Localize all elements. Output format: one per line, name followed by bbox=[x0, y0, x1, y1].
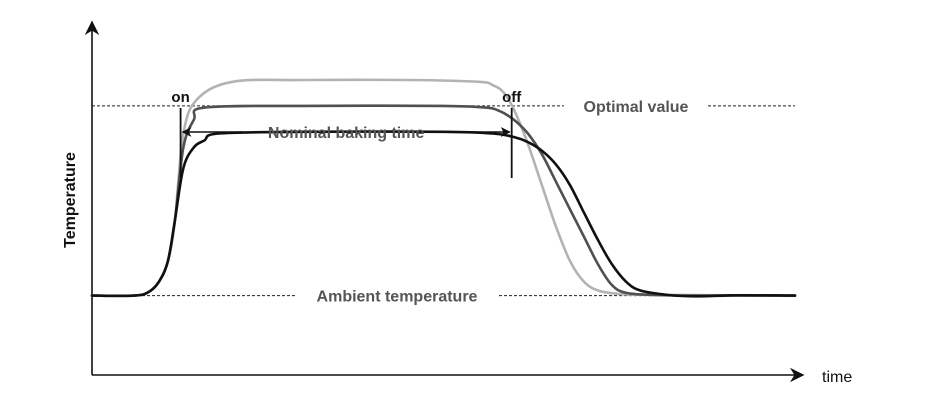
marker-label-on: on bbox=[171, 89, 189, 106]
marker-label-off: off bbox=[502, 89, 522, 106]
x-axis-label: time bbox=[822, 369, 852, 386]
markers-group: on off Nominal baking time bbox=[171, 89, 522, 178]
reference-line-label: Optimal value bbox=[584, 99, 689, 116]
series-line-3 bbox=[90, 130, 797, 298]
series-group bbox=[90, 78, 797, 298]
interval-label: Nominal baking time bbox=[268, 125, 425, 142]
y-axis-label: Temperature bbox=[62, 152, 79, 248]
reference-line-label: Ambient temperature bbox=[317, 289, 478, 306]
series-line-1 bbox=[90, 78, 797, 298]
reference-lines-group: Optimal value Ambient temperature bbox=[92, 99, 795, 306]
axes-group bbox=[84, 20, 805, 383]
series-line-2 bbox=[90, 104, 797, 298]
